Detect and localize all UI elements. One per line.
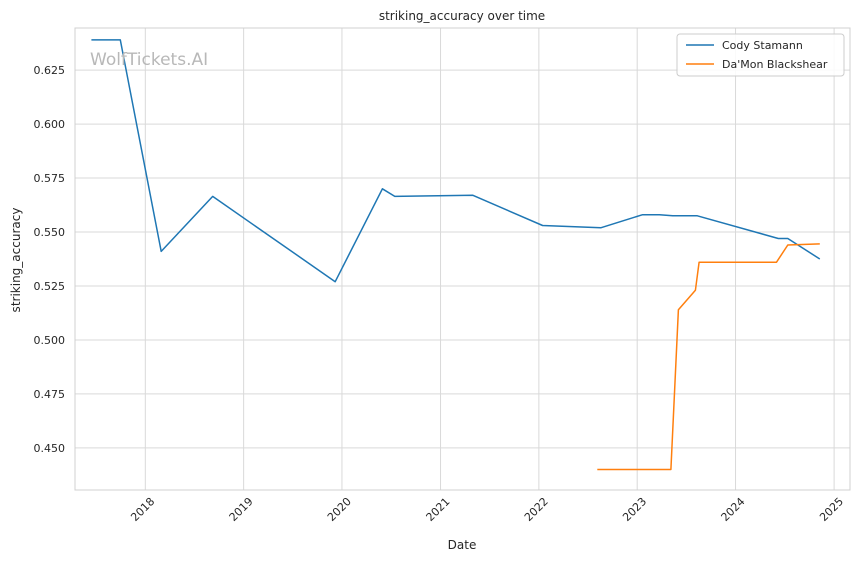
series-lines <box>91 39 821 471</box>
grid <box>75 28 850 490</box>
legend-box <box>676 33 845 77</box>
series-line-cody-stamann <box>91 39 821 283</box>
chart-title: striking_accuracy over time <box>379 9 545 23</box>
y-tick-label: 0.450 <box>34 442 66 455</box>
y-tick-label: 0.600 <box>34 118 66 131</box>
y-tick-label: 0.575 <box>34 172 66 185</box>
y-tick-label: 0.525 <box>34 280 66 293</box>
legend-label-damon-blackshear: Da'Mon Blackshear <box>722 58 828 71</box>
y-tick-label: 0.550 <box>34 226 66 239</box>
series-line-da-mon-blackshear <box>597 243 820 471</box>
y-tick-label: 0.475 <box>34 388 66 401</box>
legend: Cody Stamann Da'Mon Blackshear <box>676 33 845 77</box>
y-axis-ticks: 0.450 0.475 0.500 0.525 0.550 0.575 0.600 0.625 <box>34 64 66 455</box>
legend-label-cody-stamann: Cody Stamann <box>722 39 803 52</box>
x-axis-label: Date <box>448 538 477 552</box>
y-tick-label: 0.500 <box>34 334 66 347</box>
y-axis-label: striking_accuracy <box>9 208 23 313</box>
watermark: WolfTickets.AI <box>90 50 208 70</box>
plot-area-frame <box>74 27 851 491</box>
y-tick-label: 0.625 <box>34 64 66 77</box>
